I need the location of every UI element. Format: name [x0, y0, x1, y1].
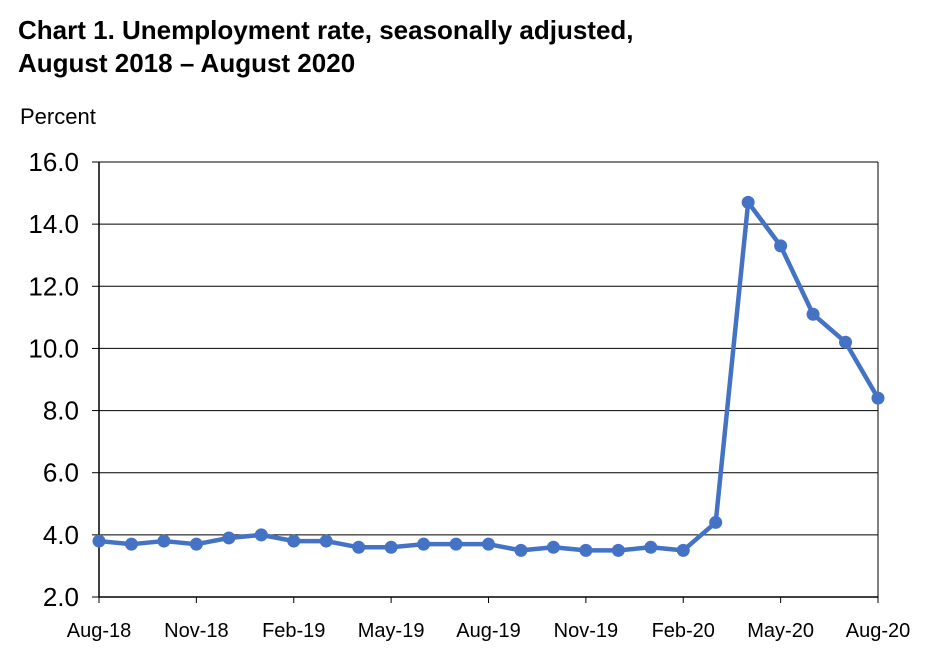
- y-tick-label: 4.0: [43, 520, 79, 550]
- y-tick-label: 10.0: [28, 333, 79, 363]
- x-tick-label: Aug-18: [67, 620, 132, 642]
- data-point: [514, 543, 528, 557]
- data-point: [157, 534, 171, 548]
- x-tick-label: Feb-20: [652, 620, 715, 642]
- data-point: [774, 239, 788, 253]
- y-tick-label: 14.0: [28, 209, 79, 239]
- x-tick-label: Nov-18: [164, 620, 228, 642]
- x-tick-label: Aug-20: [846, 620, 911, 642]
- x-tick-label: Aug-19: [456, 620, 521, 642]
- data-point: [254, 528, 268, 542]
- data-point: [579, 543, 593, 557]
- x-tick-label: Feb-19: [262, 620, 325, 642]
- y-tick-label: 12.0: [28, 271, 79, 301]
- y-tick-label: 2.0: [43, 582, 79, 612]
- x-tick-label: May-19: [358, 620, 425, 642]
- data-point: [611, 543, 625, 557]
- data-point: [189, 537, 203, 551]
- y-axis-label: Percent: [20, 104, 96, 129]
- data-point: [839, 335, 853, 349]
- chart-title-line1: Chart 1. Unemployment rate, seasonally a…: [18, 15, 634, 45]
- data-point: [676, 543, 690, 557]
- data-point: [871, 391, 885, 405]
- x-tick-label: Nov-19: [554, 620, 618, 642]
- data-point: [644, 540, 658, 554]
- data-point: [92, 534, 106, 548]
- data-point: [709, 515, 723, 529]
- data-point: [482, 537, 495, 551]
- data-point: [741, 195, 755, 209]
- data-point: [546, 540, 560, 554]
- x-tick-label: May-20: [747, 620, 814, 642]
- data-point: [417, 537, 431, 551]
- y-tick-label: 16.0: [28, 147, 79, 177]
- chart-subtitle: August 2018 – August 2020: [18, 48, 356, 78]
- data-point: [222, 531, 236, 545]
- series-line: [98, 200, 880, 553]
- chart-title: Chart 1. Unemployment rate, seasonally a…: [18, 14, 898, 80]
- data-point: [287, 534, 301, 548]
- y-tick-label: 8.0: [43, 396, 79, 426]
- data-point: [124, 537, 138, 551]
- data-point: [319, 534, 333, 548]
- y-tick-label: 6.0: [43, 458, 79, 488]
- data-point: [806, 307, 820, 321]
- data-point: [384, 540, 398, 554]
- data-point: [352, 540, 366, 554]
- data-point: [449, 537, 463, 551]
